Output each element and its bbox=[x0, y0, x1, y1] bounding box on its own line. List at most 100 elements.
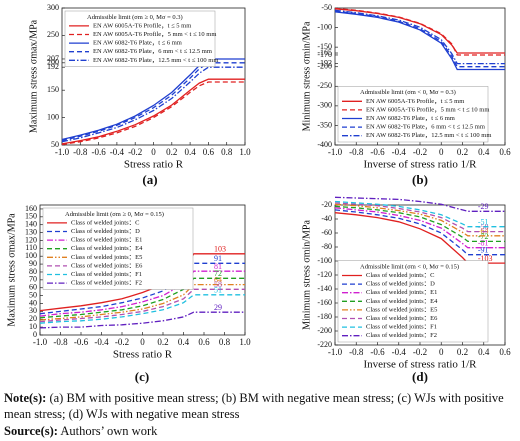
legend: Admissible limit (σm ≥ 0, Mσ = 0.3) EN AW… bbox=[64, 10, 218, 67]
series-line bbox=[39, 262, 245, 315]
series-line bbox=[39, 311, 245, 329]
y-tick-label: 40 bbox=[29, 298, 37, 307]
source-text: Authors’ own work bbox=[60, 424, 158, 438]
y-tick-label: -160 bbox=[317, 298, 332, 307]
x-tick-label: 1.0 bbox=[239, 147, 251, 157]
legend: Admissible limit (σm < 0, Mσ = 0.15) Clas… bbox=[337, 260, 489, 343]
legend-entry: Class of welded joints：F2 bbox=[71, 280, 142, 287]
x-tick-label: -1.0 bbox=[328, 347, 343, 357]
y-tick-label: 150 bbox=[47, 85, 59, 94]
x-tick-label: -0.8 bbox=[349, 347, 364, 357]
legend-box bbox=[64, 10, 216, 67]
legend-entry: EN AW 6082-T6 Plate，t ≤ 6 mm bbox=[366, 115, 455, 122]
x-tick-label: 0.4 bbox=[478, 347, 490, 357]
y-tick-label: -300 bbox=[317, 101, 332, 110]
x-tick-label: -0.4 bbox=[392, 147, 407, 157]
y-tick-label: 300 bbox=[47, 3, 59, 12]
notes-label: Note(s): bbox=[4, 391, 47, 405]
x-tick-label: -0.2 bbox=[413, 147, 427, 157]
x-tick-label: -0.6 bbox=[370, 147, 385, 157]
legend-entry: Class of welded joints：E5 bbox=[366, 306, 437, 313]
series-line bbox=[334, 203, 505, 237]
x-tick-label: 0.2 bbox=[457, 347, 468, 357]
data-label: -72 bbox=[478, 232, 489, 241]
y-tick-label: -50 bbox=[321, 3, 332, 12]
series-line bbox=[334, 209, 505, 256]
x-axis-label: Inverse of stress ratio 1/R bbox=[363, 159, 477, 171]
y-tick-label: 0 bbox=[33, 330, 37, 339]
legend-entry: Class of welded joints：F1 bbox=[366, 324, 437, 331]
x-tick-label: -0.8 bbox=[349, 147, 364, 157]
legend-entry: EN AW 6082-T6 Plate，t ≤ 6 mm bbox=[93, 40, 182, 47]
y-tick-label: 30 bbox=[29, 306, 37, 315]
series-line bbox=[334, 202, 505, 233]
x-tick-label: 0 bbox=[439, 347, 444, 357]
legend-title: Admissible limit (σm ≥ 0, Mσ = 0.3) bbox=[87, 14, 183, 21]
x-tick-label: -0.2 bbox=[115, 337, 129, 347]
series-line bbox=[39, 294, 245, 324]
y-tick-label: 120 bbox=[25, 235, 37, 244]
y-axis-label: Minimum stress σmin/MPa bbox=[301, 220, 312, 330]
source: Source(s): Authors’ own work bbox=[4, 423, 516, 439]
series-line bbox=[334, 10, 505, 68]
legend-entry: EN AW 6082-T6 Plate，12.5 mm < t ≤ 100 mm bbox=[93, 57, 218, 64]
series-line bbox=[61, 78, 245, 145]
panel-label: (b) bbox=[412, 172, 428, 187]
x-tick-label: 0 bbox=[140, 337, 145, 347]
legend-entry: Class of welded joints：C bbox=[366, 272, 434, 279]
legend-entry: Class of welded joints：D bbox=[366, 281, 435, 288]
x-tick-label: -0.6 bbox=[370, 347, 385, 357]
x-axis-label: Stress ratio R bbox=[124, 159, 184, 171]
x-tick-label: 0.8 bbox=[219, 337, 231, 347]
series-line bbox=[61, 66, 245, 143]
data-label: -91 bbox=[478, 246, 489, 255]
y-tick-label: -192 bbox=[317, 58, 332, 67]
y-tick-label: -165 bbox=[317, 48, 332, 57]
x-tick-label: 0 bbox=[439, 147, 444, 157]
x-tick-label: -1.0 bbox=[328, 147, 343, 157]
y-tick-label: -180 bbox=[317, 312, 332, 321]
y-tick-label: 90 bbox=[29, 259, 37, 268]
data-label: 64 bbox=[214, 275, 222, 284]
y-tick-label: 200 bbox=[47, 58, 59, 67]
x-tick-label: 0.6 bbox=[203, 147, 215, 157]
data-label: 91 bbox=[214, 254, 222, 263]
series-line bbox=[39, 283, 245, 321]
x-tick-label: 0.2 bbox=[157, 337, 168, 347]
x-tick-label: 1.0 bbox=[239, 337, 251, 347]
data-label: 103 bbox=[214, 245, 226, 254]
y-tick-label: -150 bbox=[317, 42, 332, 51]
source-label: Source(s): bbox=[4, 424, 58, 438]
data-label: -29 bbox=[478, 202, 489, 211]
y-tick-label: -60 bbox=[321, 228, 332, 237]
y-tick-label: -250 bbox=[317, 81, 332, 90]
y-tick-label: -140 bbox=[317, 284, 332, 293]
legend-entry: Class of welded joints：E6 bbox=[366, 315, 438, 322]
y-tick-label: 100 bbox=[25, 251, 37, 260]
legend-title: Admissible limit (σm < 0, Mσ = 0.15) bbox=[360, 263, 459, 270]
y-tick-label: -400 bbox=[317, 140, 332, 149]
x-tick-label: 0.2 bbox=[457, 147, 468, 157]
legend-entry: Class of welded joints：C bbox=[71, 219, 139, 226]
y-tick-label: -350 bbox=[317, 120, 332, 129]
legend-entry: EN AW 6005A-T6 Profile，t ≤ 5 mm bbox=[366, 98, 464, 105]
series-line bbox=[334, 207, 505, 249]
legend-entry: EN AW 6005A-T6 Profile，5 mm < t ≤ 10 mm bbox=[93, 31, 216, 38]
y-tick-label: 10 bbox=[29, 322, 37, 331]
legend-entry: EN AW 6082-T6 Plate，6 mm < t ≤ 12.5 mm bbox=[93, 48, 212, 55]
legend-entry: EN AW 6082-T6 Plate，12.5 mm < t ≤ 100 mm bbox=[366, 132, 491, 139]
y-tick-label: 80 bbox=[29, 267, 37, 276]
y-axis-label: Maximum stress σmax/MPa bbox=[6, 213, 17, 327]
x-tick-label: -0.4 bbox=[392, 347, 407, 357]
series-line bbox=[39, 270, 245, 317]
series-line bbox=[334, 9, 505, 65]
x-axis-label: Inverse of stress ratio 1/R bbox=[363, 359, 477, 371]
y-tick-label: -120 bbox=[317, 270, 332, 279]
y-tick-label: 160 bbox=[25, 204, 37, 213]
x-tick-label: 0.6 bbox=[499, 147, 511, 157]
x-tick-label: -0.2 bbox=[128, 147, 142, 157]
legend-box bbox=[42, 207, 194, 290]
series-line bbox=[61, 81, 245, 146]
y-tick-label: 70 bbox=[29, 275, 37, 284]
series-line bbox=[334, 11, 505, 71]
